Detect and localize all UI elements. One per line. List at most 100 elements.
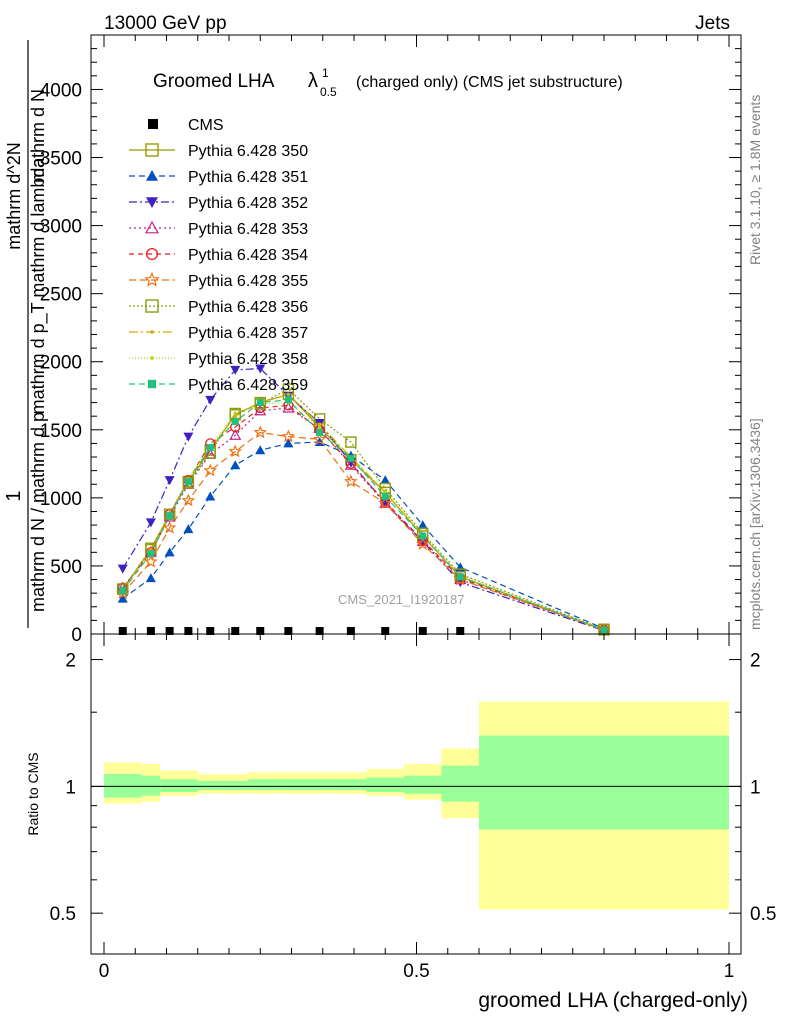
series-point-351 [283, 438, 294, 448]
series-point-359 [456, 573, 464, 581]
legend-marker-355 [144, 271, 160, 287]
legend-marker-351 [146, 170, 158, 181]
ratio-y-tick-label-right: 2 [750, 651, 761, 672]
legend-marker-352 [146, 197, 158, 208]
y-tick-label: 3000 [40, 217, 82, 238]
cms-point [456, 627, 465, 635]
series-point-355 [181, 493, 196, 507]
process-label: Jets [695, 13, 730, 34]
cms-point [315, 627, 324, 635]
series-point-352 [183, 432, 194, 442]
series-point-353 [344, 458, 357, 470]
cms-point [284, 627, 293, 635]
series-point-352 [117, 564, 128, 574]
legend-marker-357 [150, 330, 154, 334]
cms-point [346, 627, 355, 635]
cms-point [118, 627, 127, 635]
y-tick-label: 1500 [40, 421, 82, 442]
y-tick-label: 2000 [40, 353, 82, 374]
series-point-355 [253, 425, 267, 439]
series-point-358 [317, 425, 322, 429]
legend-label-353: Pythia 6.428 353 [188, 221, 308, 238]
series-point-355 [312, 432, 327, 446]
x-tick-label: 0.5 [403, 961, 429, 982]
ratio-band-green [479, 735, 729, 830]
series-point-351 [255, 445, 266, 455]
ratio-x-ticks: 0 0.5 1 [99, 634, 735, 982]
legend-label-cms: CMS [188, 117, 224, 134]
series-point-357 [317, 422, 322, 427]
cms-point [418, 627, 427, 635]
series-point-351 [183, 524, 194, 534]
y-tick-label: 1000 [40, 489, 82, 510]
legend-marker-354 [145, 247, 159, 261]
y-tick-label: 4000 [40, 80, 82, 101]
series-point-353 [416, 535, 429, 547]
ratio-band-green [197, 780, 223, 791]
series-point-357 [233, 414, 238, 418]
series-point-359 [284, 396, 292, 404]
cms-point [231, 627, 240, 635]
legend-label-354: Pythia 6.428 354 [188, 247, 308, 264]
legend-marker-358 [150, 356, 154, 360]
ratio-band-green [160, 779, 179, 792]
analysis-label: CMS_2021_I1920187 [338, 592, 465, 607]
series-line-355 [122, 431, 605, 631]
series-point-352 [230, 365, 241, 375]
ratio-band-green [247, 779, 273, 791]
series-point-359 [256, 399, 264, 407]
plot-title: Groomed LHA λ 1 0.5 (charged only) (CMS … [153, 66, 623, 99]
title-sup: 1 [322, 66, 329, 80]
series-point-355 [344, 474, 358, 488]
series-point-352 [255, 364, 266, 374]
rivet-label: Rivet 3.1.10, ≥ 1.8M events [747, 95, 763, 265]
legend-marker-359 [147, 379, 157, 389]
series-point-359 [316, 429, 324, 437]
series-point-355 [378, 496, 392, 510]
legend-label-351: Pythia 6.428 351 [188, 169, 308, 186]
y-label-den-2: mathrm d N [28, 89, 48, 183]
ratio-y-tick-label: 2 [65, 651, 76, 672]
ratio-y-tick-label-right: 1 [750, 777, 761, 798]
ratio-band-green [404, 775, 442, 794]
ratio-uncertainty-bands [104, 701, 729, 910]
title-symbol: λ [308, 70, 318, 92]
series-point-351 [145, 573, 156, 583]
ratio-y-ticks: 0.5 0.5 1 1 2 2 [50, 651, 777, 926]
series-point-359 [231, 418, 239, 426]
cms-point [165, 627, 174, 635]
ratio-band-green [335, 779, 367, 791]
series-point-352 [145, 518, 156, 528]
legend-marker-356 [145, 299, 159, 313]
title-main: Groomed LHA [153, 71, 275, 92]
series-point-359 [347, 454, 355, 462]
series-point-359 [147, 550, 155, 558]
ratio-band-green [141, 775, 161, 796]
x-tick-label: 0 [99, 961, 110, 982]
series-point-357 [286, 392, 291, 397]
energy-label: 13000 GeV pp [104, 13, 227, 34]
series-point-355 [203, 463, 217, 477]
ratio-band-green [366, 777, 404, 792]
series-point-355 [228, 444, 242, 458]
series-point-359 [381, 493, 389, 501]
series-point-359 [166, 512, 174, 520]
series-point-352 [417, 537, 428, 547]
series-point-353 [282, 401, 295, 413]
title-sub: 0.5 [320, 85, 337, 99]
series-point-351 [230, 460, 241, 470]
series-point-351 [117, 593, 128, 603]
legend-label-357: Pythia 6.428 357 [188, 325, 308, 342]
y-tick-label: 500 [50, 557, 82, 578]
series-point-359 [119, 586, 127, 594]
x-tick-label: 1 [724, 961, 735, 982]
series-point-352 [164, 476, 175, 486]
series-point-359 [184, 478, 192, 486]
cms-point [184, 627, 193, 635]
series-point-353 [254, 404, 267, 416]
y-label-numerator: 1 [3, 490, 25, 501]
series-line-358 [122, 401, 605, 631]
series-point-355 [453, 572, 467, 586]
y-tick-label: 0 [71, 625, 82, 646]
